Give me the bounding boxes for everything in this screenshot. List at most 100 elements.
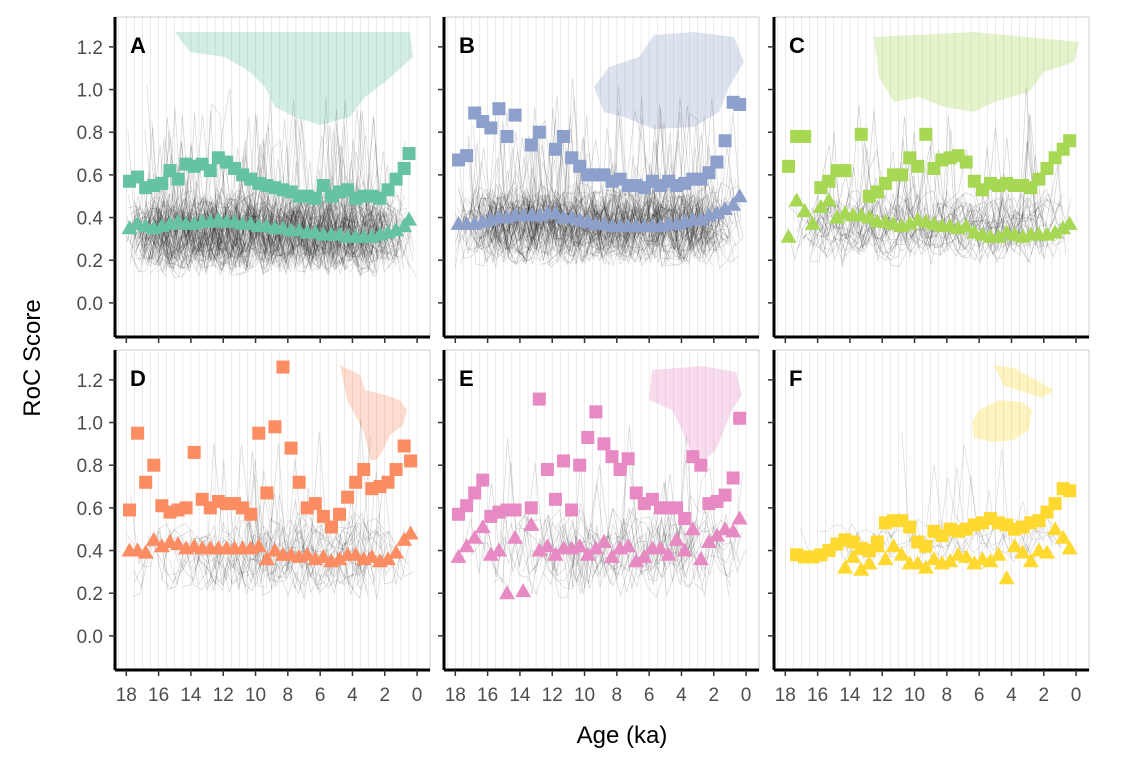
record-line [163, 116, 382, 277]
triangle-point [725, 523, 742, 538]
triangle-point [731, 510, 748, 525]
panel-f: 18 16 14 12 10 8 6 4 2 0 F [768, 349, 1090, 706]
record-line [485, 97, 721, 252]
y-axis-label: RoC Score [19, 299, 46, 416]
triangle-point [547, 546, 564, 561]
triangle-point [1014, 544, 1031, 559]
record-line [483, 438, 710, 598]
record-line [126, 123, 394, 258]
square-point [508, 503, 522, 517]
record-line [459, 130, 711, 255]
triangle-point [796, 203, 813, 218]
triangle-point [909, 555, 926, 570]
record-line [542, 517, 746, 588]
triangle-point [604, 548, 620, 563]
square-point [710, 155, 724, 169]
y-tick-label: 1.0 [77, 81, 103, 102]
record-line [468, 135, 744, 257]
triangle-point [499, 585, 515, 600]
record-line [143, 117, 395, 265]
x-tick-label: 10 [245, 685, 266, 706]
square-point [389, 462, 403, 476]
triangle-point [531, 542, 548, 557]
square-point [171, 172, 185, 186]
square-point [565, 503, 579, 517]
triangle-point [990, 546, 1007, 561]
triangle-point [620, 538, 637, 553]
record-line [165, 443, 368, 580]
record-line [796, 168, 1032, 258]
record-line [151, 170, 386, 259]
triangle-point [692, 211, 709, 226]
record-line [481, 103, 717, 252]
square-point [308, 191, 322, 205]
square-point [308, 497, 322, 511]
record-line [815, 141, 1035, 246]
record-line [128, 127, 363, 256]
record-line [818, 148, 1062, 264]
australasia-map-icon [994, 365, 1054, 398]
record-line [126, 460, 410, 590]
square-point [597, 437, 611, 451]
square-point [532, 125, 546, 139]
asia-map-icon [874, 32, 1079, 112]
triangle-point [547, 205, 564, 220]
record-line [796, 161, 1032, 264]
triangle-point [571, 538, 588, 553]
x-tick-label: 10 [904, 685, 925, 706]
triangle-point [893, 546, 910, 561]
record-line [808, 131, 1052, 253]
triangle-point [861, 555, 878, 570]
record-line [142, 204, 378, 266]
record-line [226, 504, 413, 577]
triangle-point [258, 551, 275, 566]
square-point [476, 473, 490, 487]
triangle-point [1061, 540, 1078, 555]
record-line [492, 95, 711, 266]
triangle-point [804, 215, 821, 230]
triangle-point [990, 228, 1007, 243]
triangle-point [636, 548, 653, 563]
square-point [397, 439, 411, 453]
record-line [129, 182, 373, 267]
triangle-point [121, 220, 138, 235]
record-line [456, 109, 724, 254]
x-tick-label: 14 [839, 685, 861, 706]
square-point [508, 108, 522, 122]
record-line [462, 508, 738, 582]
record-line [468, 149, 720, 265]
record-line [472, 101, 716, 258]
square-point [605, 450, 619, 464]
triangle-point [869, 538, 886, 553]
record-line [126, 142, 410, 270]
triangle-point [731, 188, 748, 203]
x-tick-label: 14 [509, 685, 531, 706]
y-tick-label: 0.8 [77, 123, 103, 144]
record-line [130, 487, 390, 591]
triangle-point [266, 542, 283, 557]
africa-map-icon [649, 366, 742, 462]
triangle-point [539, 538, 556, 553]
record-line [134, 139, 410, 269]
x-tick-label: 0 [412, 685, 423, 706]
x-tick-label: 12 [213, 685, 234, 706]
y-tick-label: 0.2 [77, 251, 103, 272]
square-point [268, 420, 282, 434]
x-tick-label: 6 [644, 685, 655, 706]
record-line [467, 147, 735, 267]
x-tick-label: 18 [445, 685, 466, 706]
square-point [1048, 497, 1062, 511]
record-line [817, 130, 1061, 267]
panel-label: D [130, 366, 146, 391]
triangle-point [1061, 215, 1078, 230]
square-point [402, 147, 416, 161]
triangle-point [523, 516, 540, 531]
square-point [468, 486, 482, 500]
square-point [822, 174, 836, 188]
square-point [621, 452, 635, 466]
triangle-point [388, 544, 405, 559]
triangle-point [676, 542, 693, 557]
record-line [811, 149, 1072, 254]
record-line [156, 192, 384, 255]
